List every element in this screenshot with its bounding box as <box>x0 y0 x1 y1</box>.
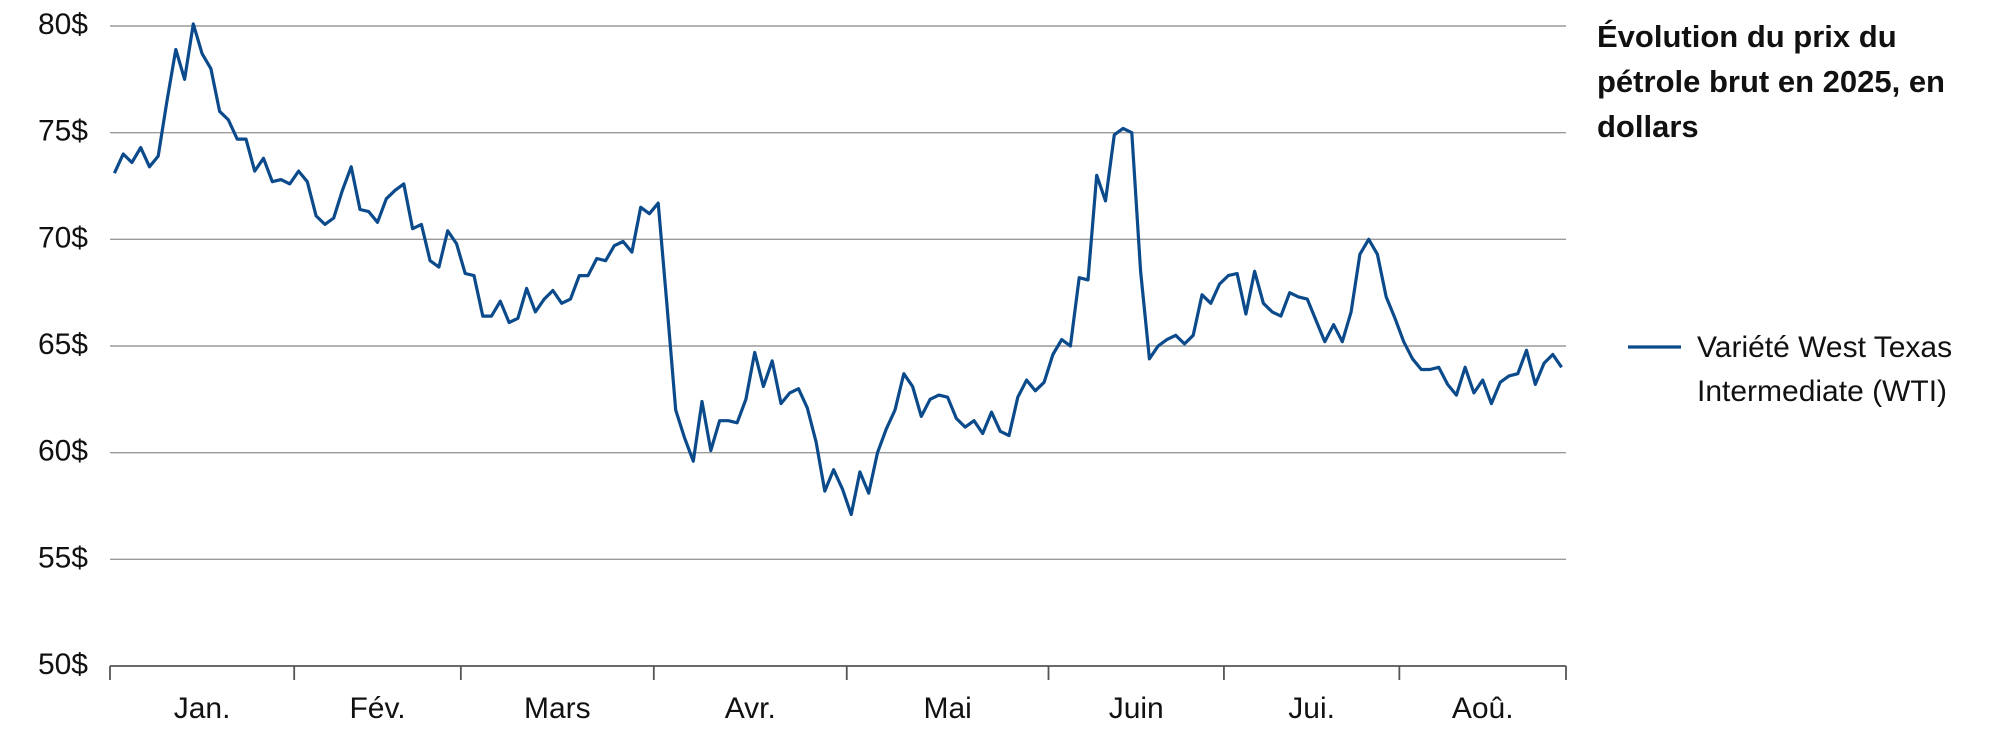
x-tick-label: Juin <box>1109 692 1164 725</box>
y-tick-label: 70$ <box>38 221 88 254</box>
y-tick-label: 60$ <box>38 435 88 468</box>
x-tick-label: Mars <box>524 692 591 725</box>
chart-title: Évolution du prix du pétrole brut en 202… <box>1597 19 1945 144</box>
legend-label: Variété West Texas Intermediate (WTI) <box>1697 331 1953 408</box>
x-tick-label: Avr. <box>725 692 776 725</box>
x-tick-label: Fév. <box>349 692 405 725</box>
x-tick-label: Jan. <box>174 692 231 725</box>
data-line <box>112 22 1563 517</box>
y-tick-label: 50$ <box>38 648 88 681</box>
x-tick-label: Jui. <box>1288 692 1335 725</box>
x-tick-label: Aoû. <box>1452 692 1514 725</box>
y-tick-label: 55$ <box>38 541 88 574</box>
y-tick-label: 65$ <box>38 328 88 361</box>
x-tick-label: Mai <box>923 692 971 725</box>
y-tick-label: 80$ <box>38 8 88 41</box>
y-tick-label: 75$ <box>38 115 88 148</box>
